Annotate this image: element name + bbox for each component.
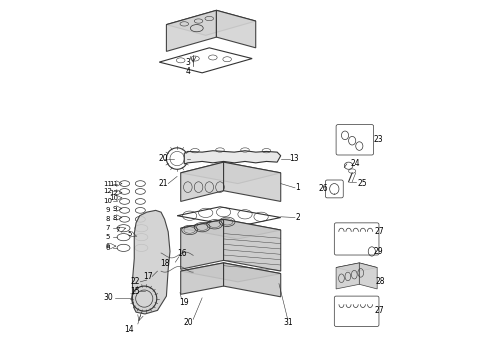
Polygon shape (217, 10, 256, 48)
Text: 27: 27 (374, 227, 384, 236)
Text: 14: 14 (124, 325, 134, 334)
Text: 20: 20 (183, 318, 193, 327)
Polygon shape (181, 263, 223, 294)
Text: 11: 11 (109, 181, 118, 186)
Text: 23: 23 (373, 135, 383, 144)
Polygon shape (181, 263, 281, 282)
Text: 25: 25 (357, 179, 367, 188)
Text: 21: 21 (159, 179, 168, 188)
Text: 9: 9 (112, 206, 117, 212)
Text: 26: 26 (319, 184, 328, 193)
Text: 16: 16 (177, 249, 187, 258)
Polygon shape (223, 162, 281, 202)
Text: 9: 9 (105, 207, 110, 213)
Polygon shape (181, 219, 281, 239)
Text: 5: 5 (105, 234, 110, 240)
Text: 13: 13 (290, 154, 299, 163)
Text: 12: 12 (103, 188, 112, 194)
Text: 15: 15 (130, 287, 140, 296)
Text: 10: 10 (109, 195, 118, 201)
Polygon shape (181, 162, 281, 184)
Polygon shape (336, 263, 377, 272)
Text: 8: 8 (105, 216, 110, 222)
Polygon shape (184, 151, 281, 164)
Text: 20: 20 (158, 154, 168, 163)
Polygon shape (167, 10, 256, 35)
Text: 31: 31 (284, 318, 294, 327)
Text: 22: 22 (130, 277, 140, 286)
Text: 1: 1 (295, 183, 300, 192)
Text: 5: 5 (128, 231, 132, 237)
Polygon shape (159, 48, 252, 73)
Polygon shape (359, 263, 377, 289)
Text: 24: 24 (350, 159, 360, 168)
Text: 6: 6 (105, 243, 110, 249)
Text: 12: 12 (109, 189, 118, 195)
Text: 3: 3 (185, 58, 190, 67)
Polygon shape (181, 162, 223, 202)
Polygon shape (167, 10, 217, 51)
Text: 2: 2 (295, 213, 300, 222)
Polygon shape (177, 207, 281, 226)
Text: 11: 11 (103, 181, 112, 186)
Polygon shape (132, 210, 170, 314)
Text: 17: 17 (143, 272, 153, 281)
Text: 27: 27 (374, 306, 384, 315)
Text: 10: 10 (103, 198, 112, 204)
Text: 29: 29 (373, 247, 383, 256)
Text: 28: 28 (375, 277, 385, 286)
Text: 8: 8 (112, 215, 117, 221)
Text: 19: 19 (179, 298, 188, 307)
Text: 6: 6 (105, 245, 110, 251)
Polygon shape (336, 263, 359, 289)
Text: 7: 7 (115, 227, 120, 233)
Text: 4: 4 (185, 67, 190, 76)
Text: 30: 30 (104, 293, 113, 302)
Text: 7: 7 (105, 225, 110, 231)
Text: 18: 18 (160, 260, 170, 269)
Polygon shape (223, 263, 281, 297)
Polygon shape (223, 219, 281, 271)
Polygon shape (181, 219, 223, 269)
